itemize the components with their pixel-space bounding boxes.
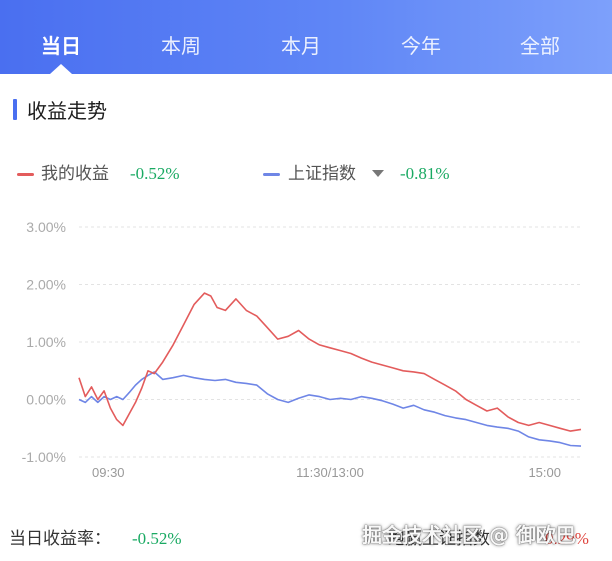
legend-mine-line-icon <box>17 173 34 176</box>
y-tick-label: 0.00% <box>26 392 66 408</box>
legend-index-value: -0.81% <box>400 164 450 183</box>
y-tick-label: 1.00% <box>26 334 66 350</box>
legend-index-line-icon <box>263 173 280 176</box>
return-trend-chart: 3.00% 2.00% 1.00% 0.00% -1.00% 09:30 11:30/13:… <box>22 219 582 480</box>
y-tick-label: 2.00% <box>26 277 66 293</box>
daily-return-value: -0.52% <box>132 529 182 548</box>
x-tick-label: 15:00 <box>528 465 561 480</box>
series-line-shanghai-index <box>78 371 582 447</box>
y-tick-label: -1.00% <box>22 449 66 465</box>
x-tick-label: 11:30/13:00 <box>296 465 364 480</box>
section-title: 收益走势 <box>27 99 107 123</box>
watermark: 掘金技术社区 @ 御欧巴 <box>362 523 576 547</box>
active-tab-pointer <box>50 64 72 74</box>
x-tick-label: 09:30 <box>92 465 125 480</box>
index-selector[interactable]: 上证指数 <box>288 164 356 184</box>
caret-down-icon[interactable] <box>372 170 384 177</box>
legend-mine-value: -0.52% <box>130 164 180 183</box>
y-tick-label: 3.00% <box>26 219 66 235</box>
tab-this-month[interactable]: 本月 <box>281 34 321 58</box>
section-accent-bar <box>13 99 17 120</box>
beat-index-label: 跑赢上证指数 <box>388 529 490 549</box>
legend-mine-label: 我的收益 <box>41 164 109 184</box>
beat-index-value: 0.29% <box>545 529 589 548</box>
series-line-my-return <box>78 292 582 432</box>
tab-all[interactable]: 全部 <box>520 34 560 58</box>
tab-this-week[interactable]: 本周 <box>161 34 201 58</box>
period-tab-bar: 当日 本周 本月 今年 全部 <box>0 0 612 74</box>
tab-today[interactable]: 当日 <box>41 34 81 58</box>
tab-this-year[interactable]: 今年 <box>401 34 441 58</box>
daily-return-label: 当日收益率： <box>9 529 111 549</box>
